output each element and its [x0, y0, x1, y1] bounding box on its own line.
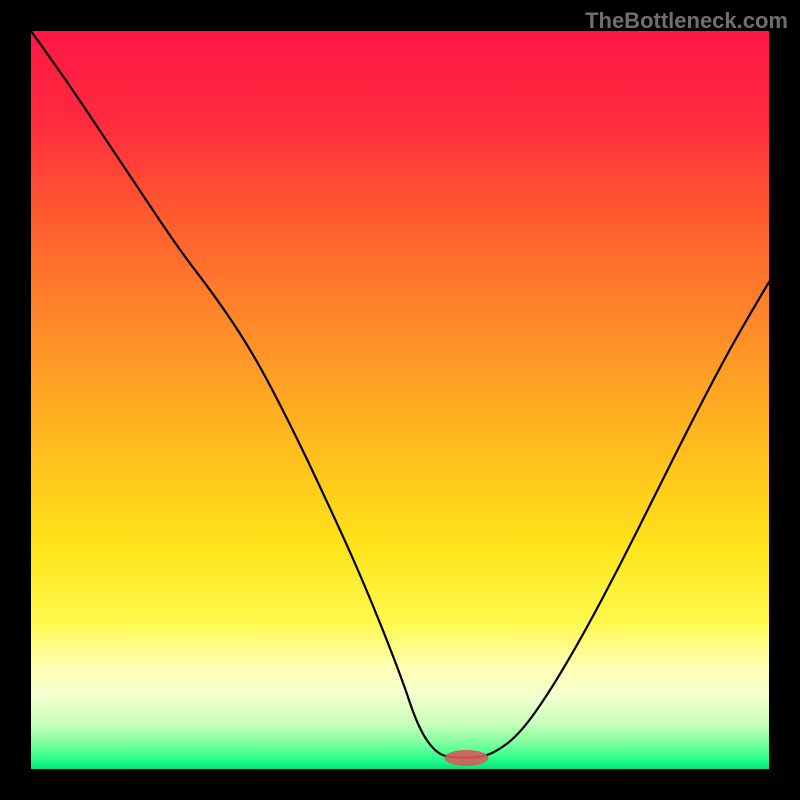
optimal-marker: [444, 750, 488, 766]
curve-layer: [0, 0, 800, 800]
bottleneck-curve: [31, 31, 769, 758]
watermark-text: TheBottleneck.com: [585, 8, 788, 34]
chart-root: TheBottleneck.com: [0, 0, 800, 800]
